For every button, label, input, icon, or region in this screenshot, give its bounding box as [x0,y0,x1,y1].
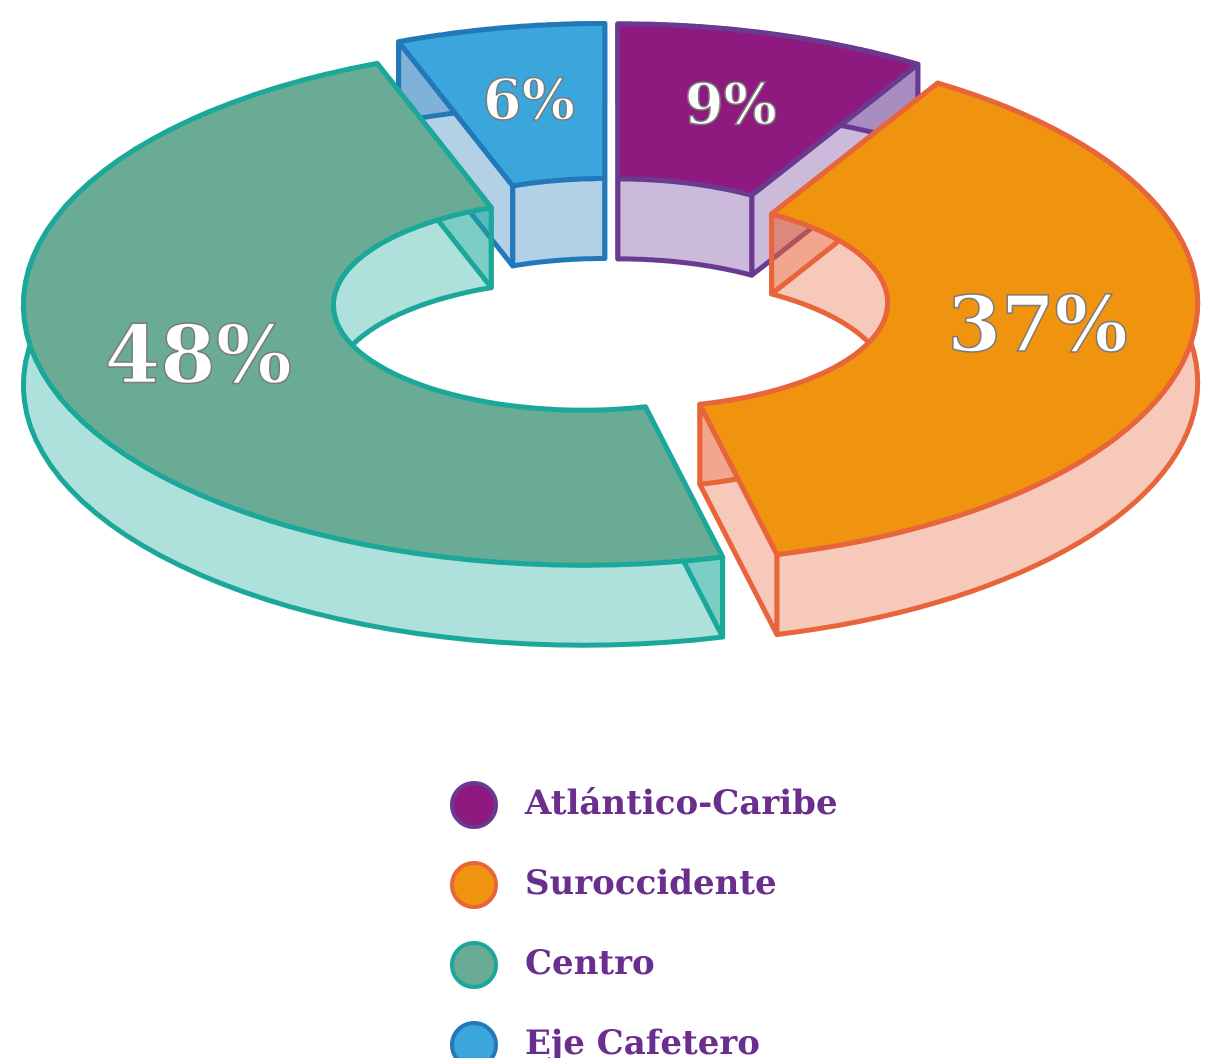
data-label: 6% [483,67,575,133]
data-label: 48% [105,307,292,401]
chart: 6% 9% 37% 48% Atlántico-Caribe Suroccidente Ce… [0,0,1206,1058]
legend-label: Suroccidente [525,863,777,903]
legend-swatch [452,863,496,907]
slice-side [513,179,605,266]
data-label: 9% [685,71,777,137]
legend-swatch [452,1023,496,1058]
legend-swatch [452,943,496,987]
data-label: 37% [948,280,1128,370]
legend-swatch [452,783,496,827]
legend-label: Centro [525,943,655,983]
legend-label: Eje Cafetero [525,1023,760,1058]
slice-side [618,179,752,275]
legend-label: Atlántico-Caribe [524,783,838,823]
